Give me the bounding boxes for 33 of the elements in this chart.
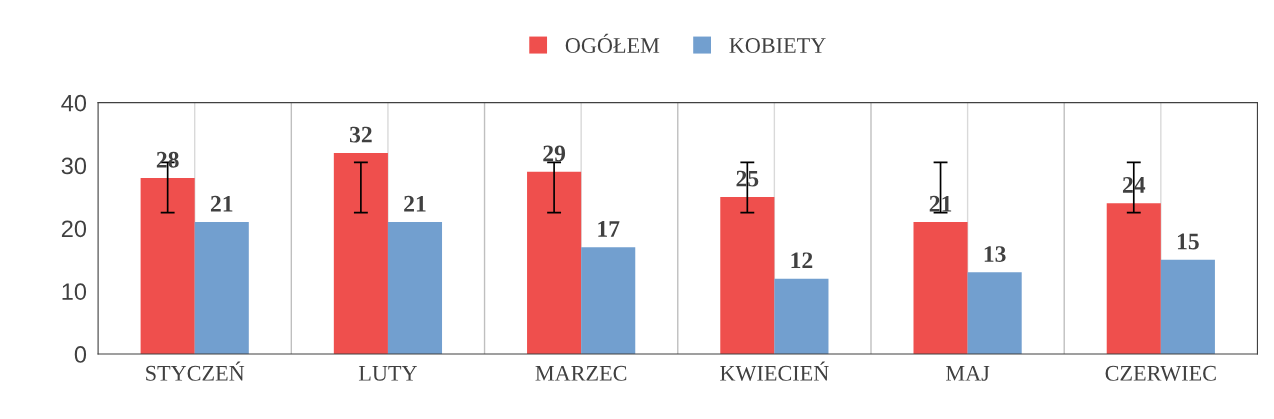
bar (967, 272, 1022, 355)
bar (720, 196, 775, 355)
bar (194, 222, 249, 355)
x-tick-label: MARZEC (535, 365, 627, 381)
bar (387, 222, 443, 355)
y-tick-label: 20 (61, 220, 87, 238)
data-label: 21 (404, 195, 426, 212)
x-tick-label: MAJ (946, 365, 990, 381)
y-tick-label: 10 (62, 283, 87, 300)
bar (140, 178, 195, 355)
bar (1106, 203, 1161, 355)
data-label: 32 (349, 126, 372, 143)
bar (913, 222, 968, 355)
data-label: 12 (791, 252, 813, 269)
y-tick-label: 30 (61, 157, 87, 175)
x-tick-label: KWIECIEŃ (720, 361, 829, 381)
y-tick-label: 0 (74, 346, 87, 363)
x-tick-label: STYCZEŃ (146, 361, 245, 381)
data-label: 17 (598, 221, 620, 237)
bar (774, 278, 829, 355)
data-label: 13 (984, 246, 1006, 262)
bar (581, 247, 636, 355)
legend-label: KOBIETY (729, 38, 826, 53)
legend-label: OGÓŁEM (565, 33, 660, 53)
bar (333, 152, 388, 355)
data-label: 15 (1177, 233, 1199, 250)
bar (527, 171, 582, 355)
y-tick-label: 40 (61, 94, 87, 112)
bar (1160, 259, 1215, 355)
data-label: 21 (210, 195, 233, 212)
data-label: 29 (543, 145, 566, 162)
x-tick-label: CZERWIEC (1105, 365, 1216, 381)
x-tick-label: LUTY (358, 366, 417, 381)
